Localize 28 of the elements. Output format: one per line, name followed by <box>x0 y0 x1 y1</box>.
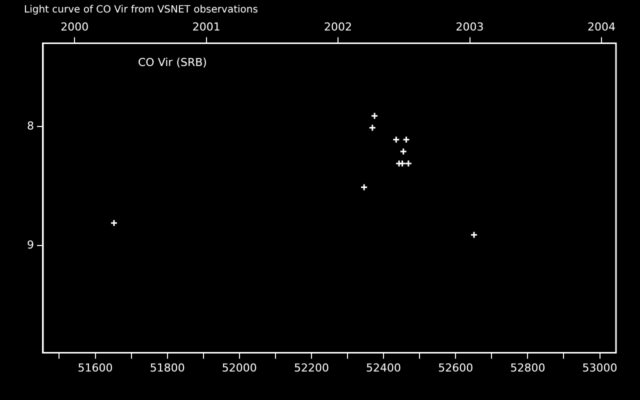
point <box>392 136 400 144</box>
point <box>360 184 368 192</box>
chart-title: Light curve of CO Vir from VSNET observations <box>24 4 258 16</box>
point <box>370 112 378 120</box>
point <box>470 231 478 239</box>
x-tick-label: 52200 <box>294 361 329 374</box>
point <box>395 160 403 168</box>
x-tick-label: 52600 <box>438 361 474 374</box>
x-tick-label: 52000 <box>222 361 257 374</box>
x2-tick-label: 2002 <box>324 20 352 34</box>
x2-tick-label: 2000 <box>60 20 89 34</box>
x2-tick-label: 2004 <box>588 20 616 34</box>
x-tick-label: 52400 <box>366 361 402 374</box>
x-tick-label: 52800 <box>510 361 546 374</box>
point <box>402 136 410 144</box>
x2-tick-label: 2003 <box>456 20 484 34</box>
y-tick-label: 9 <box>27 238 34 252</box>
point <box>398 160 406 168</box>
point <box>110 219 118 227</box>
x-tick-label: 51800 <box>150 361 185 374</box>
point <box>404 160 412 168</box>
y-tick-label: 8 <box>27 119 34 132</box>
point <box>400 148 408 156</box>
x2-tick-label: 2001 <box>192 20 220 34</box>
annotation: CO Vir (SRB) <box>138 56 207 70</box>
x-tick-label: 51600 <box>78 361 113 374</box>
point <box>368 124 376 132</box>
x-tick-label: 53000 <box>582 361 618 374</box>
